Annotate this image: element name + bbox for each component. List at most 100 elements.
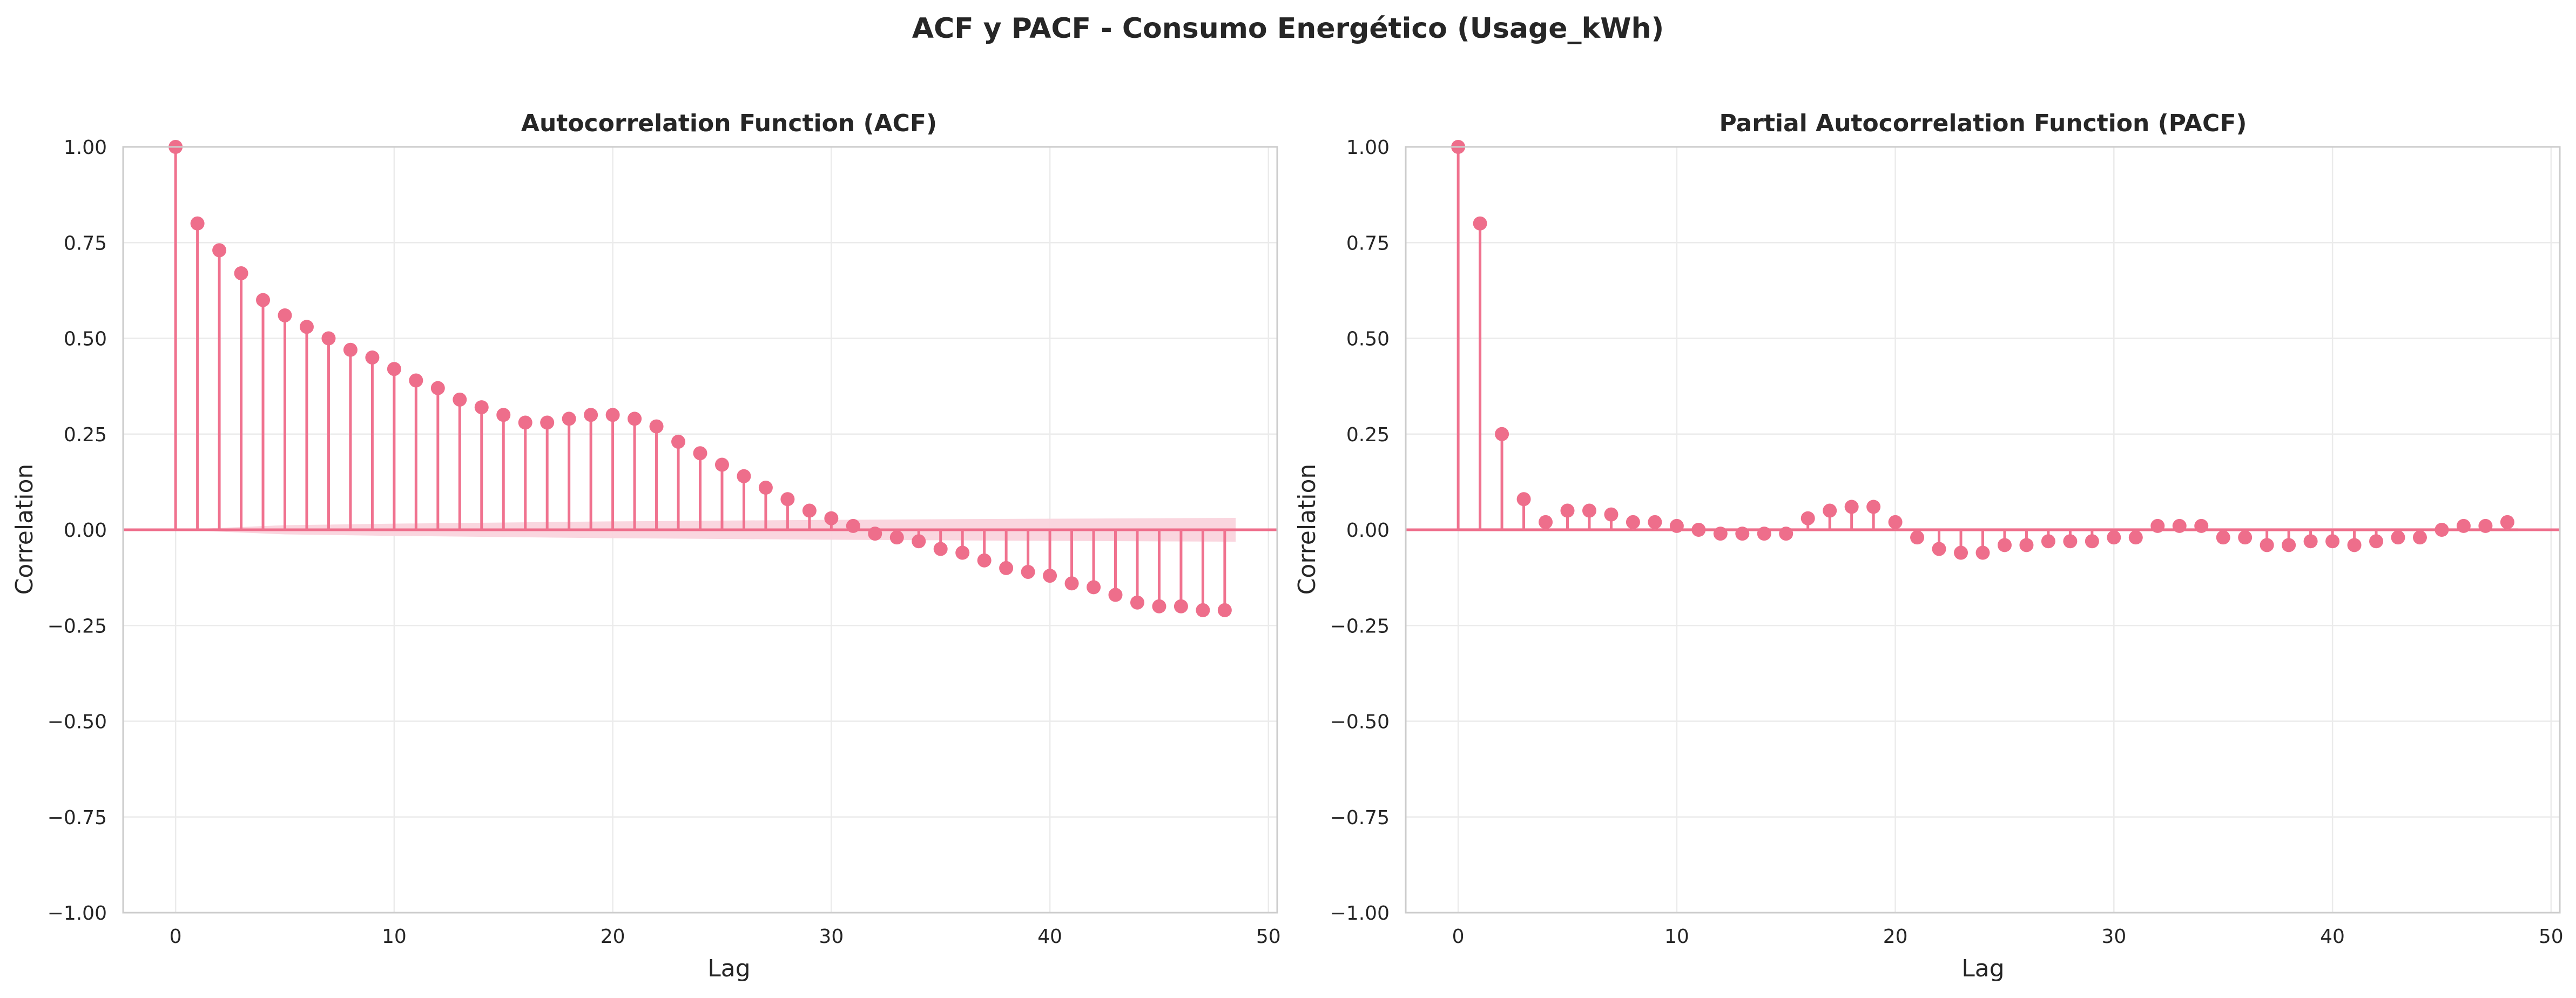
pacf-ytick-label: −0.50 [1330,711,1390,733]
acf-marker [1152,599,1166,613]
acf-ytick-label: 0.75 [64,232,107,254]
pacf-marker [1626,515,1640,529]
acf-marker [321,331,336,346]
acf-plot-area: −1.00 −0.75 −0.50 −0.25 0.00 0.25 0.50 0.75 1.00… [48,137,1281,948]
acf-xtick-label: 50 [1256,926,1281,948]
acf-marker [1130,595,1144,610]
acf-marker [868,527,882,541]
pacf-marker [1932,542,1946,556]
acf-marker [824,511,839,525]
acf-xtick-label: 20 [601,926,625,948]
acf-marker [955,545,970,560]
pacf-marker [1669,518,1684,533]
pacf-title: Partial Autocorrelation Function (PACF) [1719,110,2247,137]
acf-marker [299,320,314,334]
pacf-marker [2150,518,2165,533]
pacf-marker [1975,545,1990,560]
pacf-marker [1910,530,1925,545]
acf-marker [540,415,555,430]
acf-marker [234,266,248,280]
pacf-marker [1582,503,1596,518]
pacf-marker [2019,538,2034,552]
pacf-marker [2456,518,2471,533]
acf-marker [802,503,817,518]
pacf-marker [2303,534,2318,549]
pacf-ytick-label: 0.50 [1346,328,1390,350]
acf-marker [889,530,904,545]
pacf-ytick-label: −1.00 [1330,902,1390,925]
acf-marker [343,342,358,357]
pacf-marker [1560,503,1575,518]
acf-ytick-label: 1.00 [64,137,107,159]
pacf-marker [1516,492,1531,507]
acf-marker [1064,576,1079,591]
acf-xtick-label: 0 [170,926,182,948]
acf-marker [518,415,532,430]
acf-ylabel: Correlation [11,464,38,595]
acf-marker [453,392,467,407]
acf-marker [278,308,292,322]
acf-marker [758,481,773,495]
pacf-marker [2041,534,2055,549]
acf-xtick-label: 40 [1037,926,1062,948]
acf-ytick-label: −1.00 [48,902,107,925]
acf-marker [365,350,380,365]
acf-marker [212,243,227,258]
pacf-marker [1713,527,1728,541]
acf-marker [714,457,729,472]
acf-axes-frame [122,146,1278,914]
acf-marker [474,400,489,415]
acf-marker [693,446,707,461]
acf-marker [846,518,860,533]
pacf-marker [2238,530,2253,545]
acf-xlabel: Lag [707,955,750,982]
pacf-marker [2063,534,2078,549]
acf-marker [387,362,401,376]
acf-xtick-label: 10 [382,926,407,948]
pacf-marker [1691,523,1706,537]
acf-panel: Autocorrelation Function (ACF) Lag Corre… [11,110,1281,982]
pacf-marker [2282,538,2296,552]
pacf-marker [1735,527,1750,541]
pacf-xtick-label: 30 [2101,926,2126,948]
acf-marker [605,408,620,422]
pacf-marker [1779,527,1793,541]
pacf-panel: Partial Autocorrelation Function (PACF) … [1293,110,2564,982]
acf-ytick-label: 0.00 [64,520,107,542]
pacf-xtick-label: 20 [1883,926,1908,948]
acf-marker [628,412,642,426]
pacf-marker [1539,515,1553,529]
pacf-marker [1844,500,1859,514]
pacf-marker [1866,500,1881,514]
pacf-marker [2412,530,2427,545]
pacf-ytick-label: 0.00 [1346,520,1390,542]
pacf-marker [2172,518,2187,533]
acf-ytick-label: 0.25 [64,424,107,446]
pacf-marker [1495,427,1509,441]
acf-marker [256,293,271,307]
pacf-marker [2085,534,2099,549]
acf-marker [999,561,1014,575]
acf-ytick-label: −0.25 [48,615,107,637]
acf-marker [1021,564,1035,579]
pacf-marker [1757,527,1771,541]
pacf-marker [2216,530,2230,545]
pacf-xtick-label: 50 [2539,926,2564,948]
pacf-ylabel: Correlation [1293,464,1321,595]
acf-marker [562,412,576,426]
pacf-marker [2128,530,2143,545]
pacf-xtick-label: 10 [1664,926,1689,948]
pacf-marker [1800,511,1815,525]
acf-marker [584,408,598,422]
pacf-ytick-label: 0.25 [1346,424,1390,446]
acf-marker [977,553,992,568]
pacf-marker [2435,523,2449,537]
acf-marker [430,381,445,395]
figure-title: ACF y PACF - Consumo Energético (Usage_k… [912,12,1664,45]
acf-marker [1217,603,1232,617]
acf-marker [1174,599,1188,613]
acf-marker [912,534,926,549]
pacf-ytick-label: 0.75 [1346,232,1390,254]
acf-marker [1196,603,1210,617]
